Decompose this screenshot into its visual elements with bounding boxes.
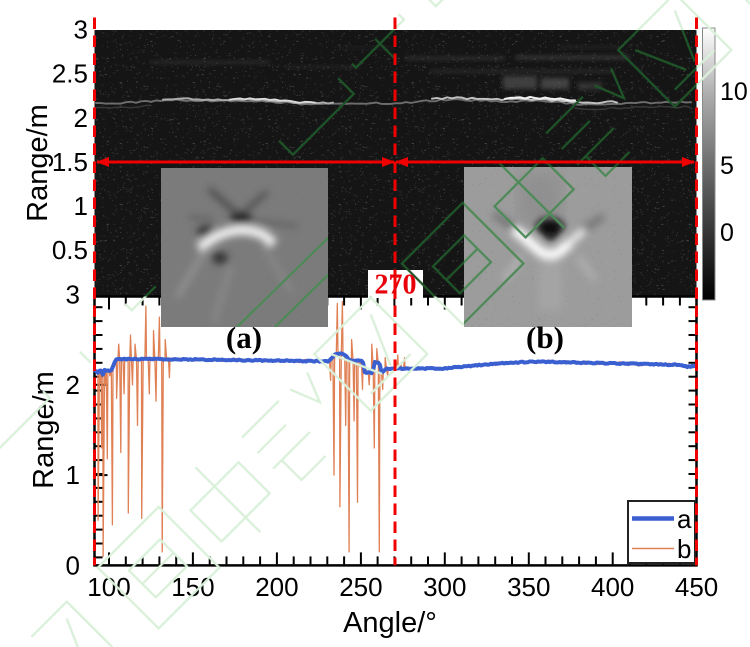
- svg-text:a: a: [677, 504, 692, 534]
- svg-text:1: 1: [74, 191, 88, 221]
- svg-text:350: 350: [507, 572, 550, 602]
- svg-text:3: 3: [66, 280, 80, 310]
- svg-text:300: 300: [423, 572, 466, 602]
- svg-text:270: 270: [375, 270, 417, 301]
- svg-text:1.5: 1.5: [52, 147, 88, 177]
- svg-text:2: 2: [74, 103, 88, 133]
- svg-text:Angle/°: Angle/°: [343, 607, 437, 639]
- svg-text:0: 0: [720, 219, 734, 247]
- svg-text:400: 400: [591, 572, 634, 602]
- svg-text:250: 250: [339, 572, 382, 602]
- svg-text:0.5: 0.5: [52, 235, 88, 265]
- svg-text:b: b: [677, 534, 691, 564]
- svg-text:2.5: 2.5: [52, 59, 88, 89]
- svg-text:Range/m: Range/m: [22, 104, 54, 222]
- svg-text:3: 3: [74, 15, 88, 45]
- svg-text:450: 450: [675, 572, 718, 602]
